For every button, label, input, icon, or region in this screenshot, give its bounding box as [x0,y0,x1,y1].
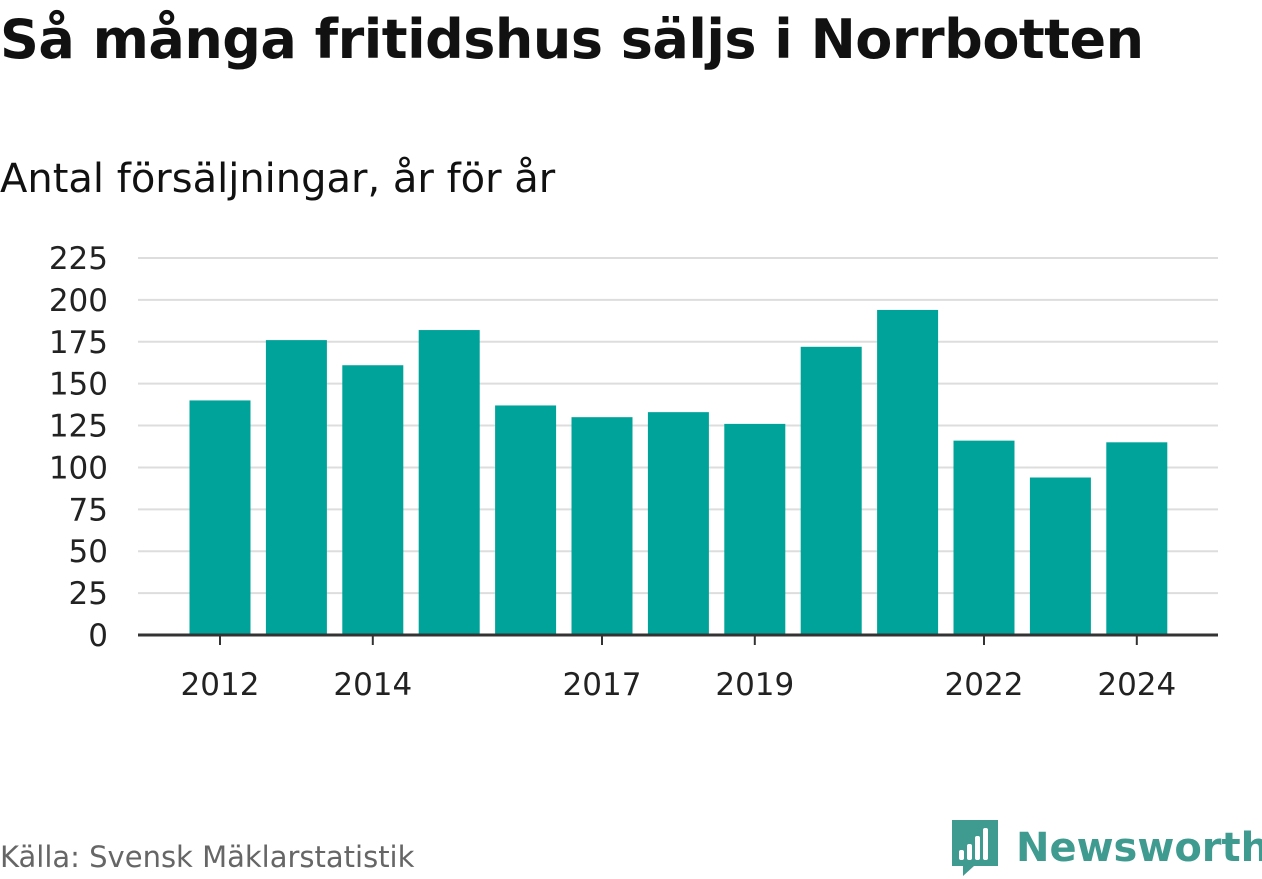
bar-2021 [877,309,939,635]
y-tick-label: 25 [69,576,108,612]
bar-2024 [1106,442,1168,635]
bar-2015 [418,330,480,635]
y-tick-label: 0 [88,618,108,654]
y-axis-ticks: 0 25 50 75 100 125 150 175 200 225 [49,241,108,654]
chart-subtitle: Antal försäljningar, år för år [0,156,556,202]
x-tick-label: 2022 [945,667,1024,703]
y-tick-label: 50 [69,534,108,570]
bar-2014 [342,365,404,635]
bars [189,309,1168,635]
bar-2017 [571,417,633,635]
bar-2013 [265,340,327,635]
x-tick-label: 2012 [181,667,260,703]
chart-title: Så många fritidshus säljs i Norrbotten [0,8,1144,71]
y-tick-label: 150 [49,367,108,403]
brand-name: Newsworthy [1016,825,1262,871]
bar-2012 [189,400,251,635]
newsworthy-logo: Newsworthy [950,818,1262,878]
y-tick-label: 100 [49,450,108,486]
bar-2020 [800,346,862,635]
bar-chart-logo-icon [952,820,998,876]
y-tick-label: 75 [69,492,108,528]
y-tick-label: 175 [49,325,108,361]
x-tick-label: 2019 [715,667,794,703]
x-tick-label: 2024 [1097,667,1176,703]
bar-2019 [724,423,786,635]
x-tick-label: 2014 [333,667,412,703]
y-tick-label: 125 [49,409,108,445]
bar-2018 [647,412,709,635]
bar-2023 [1029,477,1091,635]
y-tick-label: 225 [49,241,108,277]
source-note: Källa: Svensk Mäklarstatistik [0,840,415,874]
bar-2016 [495,405,557,635]
bar-2022 [953,440,1015,635]
y-tick-label: 200 [49,283,108,319]
x-tick-label: 2017 [563,667,642,703]
x-axis-ticks: 2012 2014 2017 2019 2022 2024 [181,635,1176,703]
